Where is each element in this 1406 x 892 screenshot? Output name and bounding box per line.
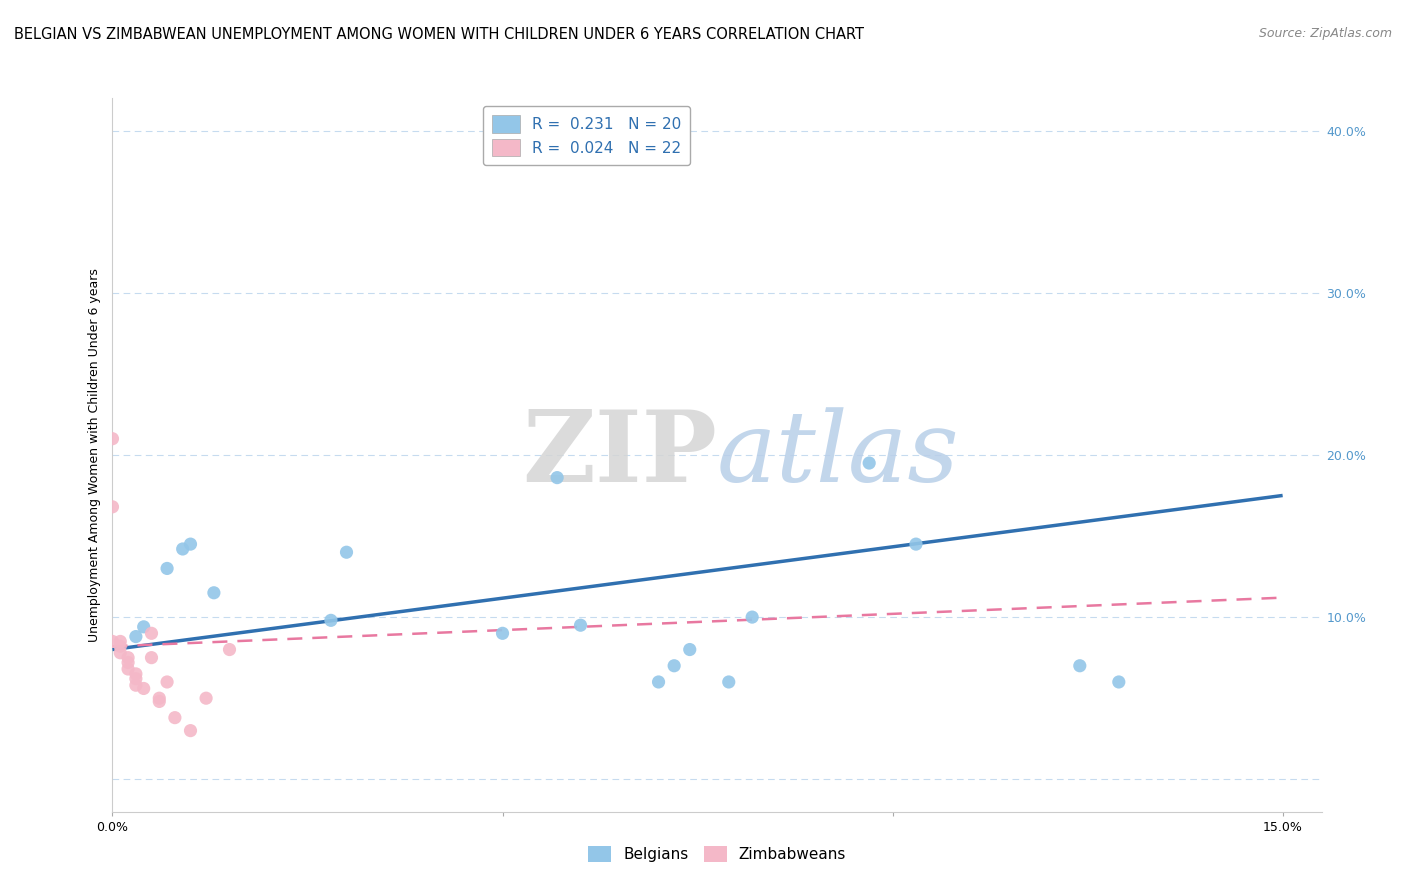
Point — [741, 610, 763, 624]
Point — [101, 634, 124, 648]
Point — [156, 675, 179, 690]
Point — [110, 634, 132, 648]
Point — [195, 691, 218, 706]
Point — [858, 456, 880, 470]
Point — [156, 561, 179, 575]
Point — [148, 691, 170, 706]
Point — [335, 545, 357, 559]
Point — [110, 640, 132, 654]
Point — [110, 646, 132, 660]
Point — [569, 618, 592, 632]
Point — [117, 662, 139, 676]
Point — [141, 650, 163, 665]
Point — [141, 626, 163, 640]
Point — [179, 723, 201, 738]
Point — [1069, 658, 1091, 673]
Point — [132, 681, 155, 696]
Point — [125, 678, 148, 692]
Point — [101, 500, 124, 514]
Point — [125, 672, 148, 686]
Point — [101, 432, 124, 446]
Point — [218, 642, 240, 657]
Point — [117, 656, 139, 670]
Point — [163, 711, 186, 725]
Point — [117, 650, 139, 665]
Legend: Belgians, Zimbabweans: Belgians, Zimbabweans — [582, 840, 852, 868]
Point — [148, 694, 170, 708]
Y-axis label: Unemployment Among Women with Children Under 6 years: Unemployment Among Women with Children U… — [87, 268, 101, 642]
Point — [546, 470, 568, 484]
Point — [132, 620, 155, 634]
Point — [717, 675, 740, 690]
Point — [202, 586, 225, 600]
Point — [491, 626, 513, 640]
Text: atlas: atlas — [717, 408, 960, 502]
Point — [662, 658, 685, 673]
Point — [1108, 675, 1130, 690]
Point — [172, 541, 194, 556]
Text: BELGIAN VS ZIMBABWEAN UNEMPLOYMENT AMONG WOMEN WITH CHILDREN UNDER 6 YEARS CORRE: BELGIAN VS ZIMBABWEAN UNEMPLOYMENT AMONG… — [14, 27, 865, 42]
Point — [179, 537, 201, 551]
Point — [319, 613, 342, 627]
Point — [647, 675, 669, 690]
Point — [125, 666, 148, 681]
Point — [679, 642, 702, 657]
Point — [125, 630, 148, 644]
Point — [904, 537, 927, 551]
Text: ZIP: ZIP — [522, 407, 717, 503]
Text: Source: ZipAtlas.com: Source: ZipAtlas.com — [1258, 27, 1392, 40]
